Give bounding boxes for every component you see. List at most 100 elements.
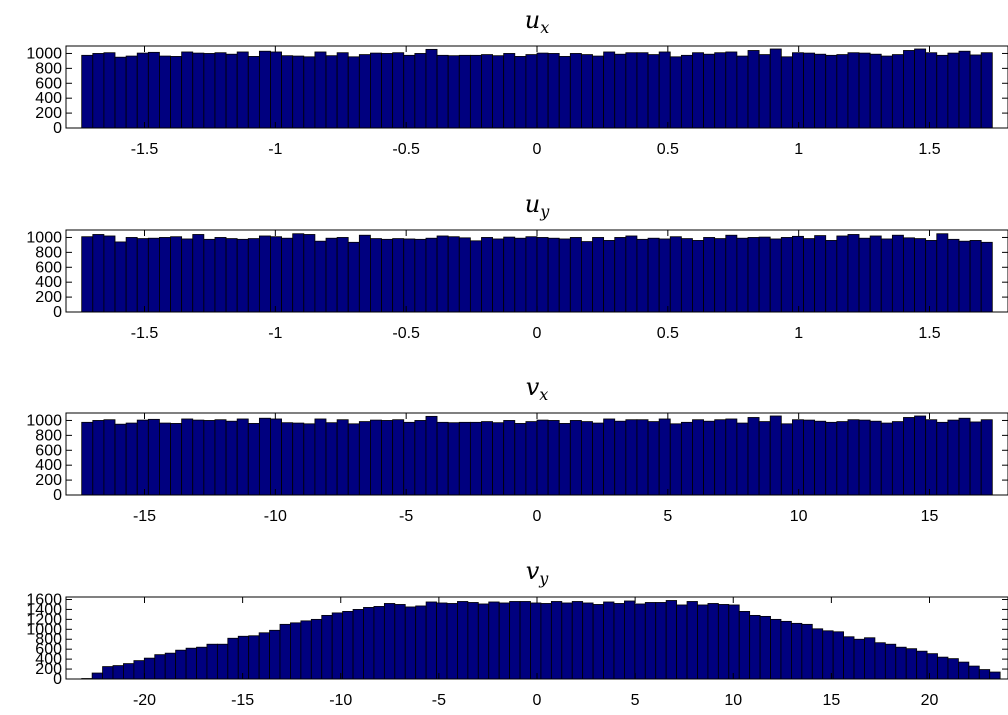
- histogram-bar: [936, 421, 949, 496]
- histogram-bar: [336, 419, 349, 496]
- histogram-bar: [103, 419, 116, 496]
- histogram-bar: [147, 418, 160, 496]
- histogram-bar: [825, 421, 838, 496]
- x-tick-label: 20: [921, 692, 939, 709]
- histogram-bar: [571, 601, 584, 680]
- chart-title-subscript: x: [539, 385, 548, 404]
- histogram-bar: [814, 420, 827, 496]
- histogram-bar: [717, 604, 730, 680]
- histogram-bar: [81, 421, 94, 496]
- histogram-bar: [658, 238, 671, 313]
- histogram-bar: [914, 48, 927, 129]
- histogram-bar: [136, 238, 149, 313]
- y-tick-label: 400: [35, 274, 62, 291]
- histogram-bar: [514, 237, 527, 313]
- histogram-bar: [603, 51, 616, 129]
- histogram-bar: [792, 235, 804, 313]
- x-tick-label: -5: [399, 508, 413, 525]
- histogram-bar: [947, 238, 960, 313]
- histogram-bar: [292, 233, 305, 313]
- histogram-bar: [714, 52, 727, 129]
- histogram-bar: [181, 418, 194, 496]
- histogram-bar: [481, 237, 493, 313]
- histogram-bar: [290, 622, 302, 680]
- histogram-bar: [561, 602, 573, 680]
- histogram-bar: [125, 422, 138, 496]
- histogram-bar: [680, 238, 693, 313]
- histogram-bar: [136, 419, 149, 496]
- histogram-bar: [658, 418, 671, 496]
- histogram-bar: [347, 423, 360, 496]
- histogram-bar: [614, 237, 627, 313]
- histogram-bar: [969, 240, 982, 313]
- histogram-bar: [481, 54, 493, 129]
- histogram-bar: [703, 53, 716, 129]
- histogram-bar: [303, 234, 316, 313]
- histogram-bar: [692, 419, 704, 496]
- histogram-bar: [269, 629, 281, 680]
- histogram-bar: [714, 238, 727, 313]
- histogram-bar: [747, 237, 760, 313]
- histogram-bar: [569, 420, 582, 496]
- histogram-bar: [392, 419, 405, 496]
- histogram-bar: [498, 602, 511, 680]
- histogram-bar: [303, 56, 316, 129]
- histogram-bar: [114, 423, 127, 496]
- histogram-bar: [225, 420, 238, 496]
- histogram-bar: [381, 420, 394, 496]
- chart-title-subscript: y: [538, 569, 549, 588]
- histogram-bar: [703, 237, 716, 313]
- histogram-bar: [147, 237, 160, 313]
- chart-title-symbol: u: [525, 6, 540, 34]
- histogram-bar: [414, 238, 427, 313]
- histogram-bar: [758, 236, 771, 313]
- histogram-bar: [725, 418, 738, 496]
- histogram-bar: [791, 622, 803, 680]
- chart-title-subscript: y: [539, 202, 550, 221]
- histogram-bar: [492, 422, 505, 496]
- chart-title: vy: [526, 557, 550, 588]
- histogram-bar: [592, 55, 605, 129]
- histogram-bar: [625, 419, 638, 496]
- histogram-bar: [203, 53, 216, 129]
- histogram-bar: [164, 652, 177, 680]
- histogram-bar: [825, 54, 838, 129]
- histogram-bar: [458, 421, 471, 496]
- histogram-bar: [569, 53, 582, 129]
- histogram-bar: [676, 604, 688, 680]
- histogram-bar: [270, 51, 282, 129]
- histogram-bar: [170, 56, 183, 129]
- histogram-bar: [92, 420, 105, 496]
- histogram-bar: [634, 603, 646, 680]
- histogram-bar: [536, 419, 549, 496]
- histogram-bar: [836, 421, 849, 496]
- histogram-bar: [192, 52, 205, 129]
- histogram-bar: [458, 237, 471, 313]
- histogram-bar: [874, 642, 886, 680]
- histogram-panel: vy-20 -15 -10 -5 0 5 10 15 200200400600800100012…: [26, 557, 1008, 709]
- y-tick-label: 400: [35, 457, 62, 474]
- y-tick-label: 800: [35, 631, 62, 648]
- histogram-bar: [325, 237, 338, 313]
- histogram-bar: [937, 656, 949, 680]
- histogram-bar: [978, 669, 991, 680]
- y-tick-label: 0: [53, 487, 62, 504]
- histogram-bar: [258, 50, 271, 129]
- histogram-bar: [92, 234, 105, 313]
- histogram-bar: [811, 628, 824, 680]
- histogram-bar: [736, 55, 749, 129]
- y-tick-label: 1400: [26, 601, 62, 618]
- histogram-bar: [125, 237, 138, 313]
- histogram-bar: [669, 423, 682, 496]
- histogram-bar: [780, 237, 793, 313]
- histogram-bar: [792, 419, 804, 496]
- histogram-bar: [392, 52, 405, 129]
- histogram-bar: [403, 54, 416, 129]
- histogram-bar: [581, 54, 593, 129]
- histogram-bar: [980, 241, 993, 313]
- histogram-bar: [803, 419, 816, 496]
- histogram-bar: [558, 56, 571, 129]
- histogram-bar: [582, 602, 594, 680]
- histogram-bar: [503, 236, 516, 313]
